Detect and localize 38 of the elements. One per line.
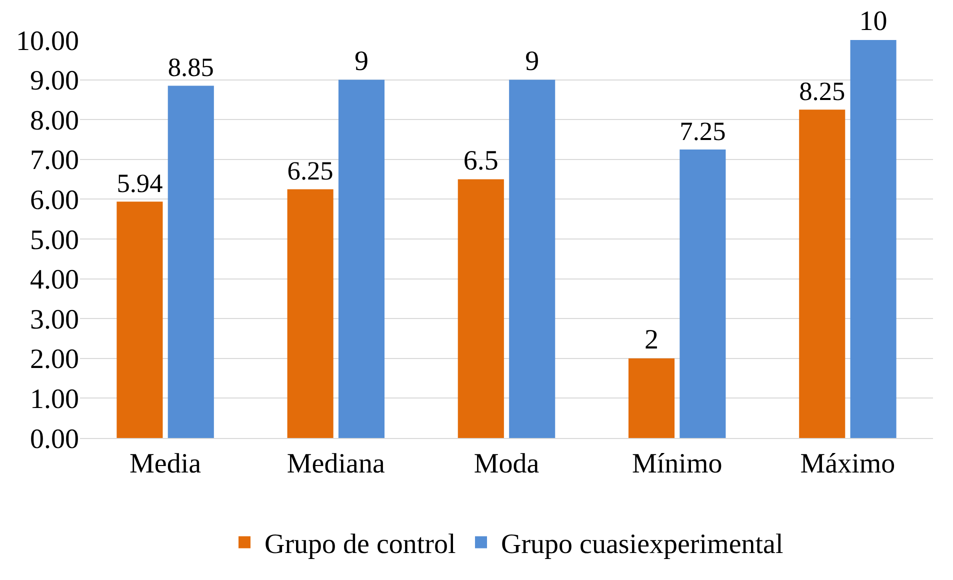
y-tick-label: 3.00	[30, 304, 79, 336]
y-tick-label: 9.00	[30, 66, 79, 97]
legend-label: Grupo cuasiexperimental	[501, 529, 784, 560]
y-tick-label: 2.00	[30, 344, 79, 376]
bar	[799, 110, 846, 438]
bar	[116, 202, 163, 438]
bar	[287, 189, 334, 438]
data-label: 5.94	[116, 169, 163, 198]
legend-label: Grupo de control	[264, 529, 456, 560]
y-tick-label: 6.00	[30, 185, 79, 216]
data-label: 9	[354, 46, 368, 77]
data-label: 8.85	[168, 53, 214, 82]
x-tick-label: Media	[130, 448, 202, 480]
x-tick-label: Máximo	[800, 448, 896, 480]
x-tick-label: Moda	[474, 448, 540, 480]
bar	[628, 358, 675, 438]
bar	[509, 80, 556, 438]
data-label: 8.25	[799, 77, 846, 106]
bar	[168, 86, 214, 438]
bar	[850, 40, 896, 438]
x-tick-label: Mediana	[286, 448, 386, 480]
bar	[338, 80, 385, 438]
bar	[458, 179, 504, 438]
y-tick-label: 10.00	[16, 26, 79, 57]
data-label: 6.5	[463, 145, 498, 176]
y-tick-label: 5.00	[30, 224, 79, 256]
data-label: 6.25	[287, 156, 334, 186]
x-tick-label: Mínimo	[632, 448, 722, 480]
bar	[680, 149, 726, 438]
y-tick-label: 8.00	[30, 105, 79, 136]
data-label: 9	[525, 46, 540, 77]
y-tick-label: 7.00	[30, 145, 79, 176]
data-label: 2	[644, 324, 659, 356]
data-label: 7.25	[680, 116, 726, 146]
y-tick-label: 4.00	[30, 264, 79, 296]
y-tick-label: 0.00	[30, 424, 79, 455]
data-label: 10	[859, 6, 888, 37]
y-tick-label: 1.00	[30, 384, 79, 415]
